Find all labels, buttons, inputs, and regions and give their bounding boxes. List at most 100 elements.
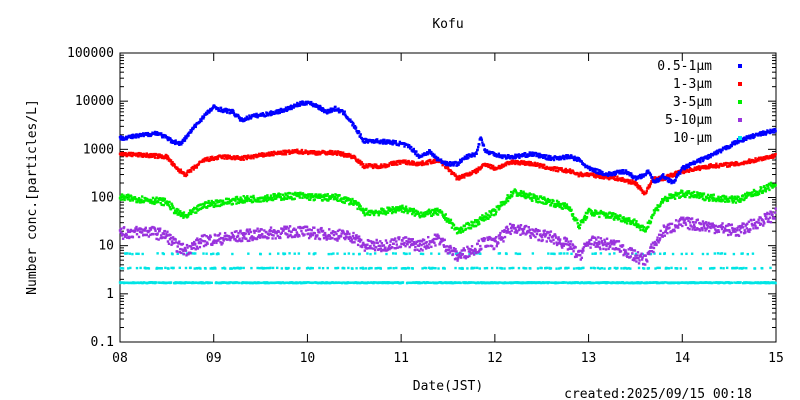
data-point bbox=[723, 227, 727, 230]
data-point bbox=[713, 225, 716, 229]
data-point bbox=[610, 242, 613, 246]
data-point bbox=[720, 200, 723, 203]
data-point bbox=[178, 266, 181, 270]
data-point bbox=[297, 252, 301, 255]
data-point bbox=[532, 234, 536, 237]
data-point bbox=[122, 226, 126, 229]
data-point bbox=[121, 232, 124, 236]
data-point bbox=[159, 155, 162, 159]
data-point bbox=[140, 195, 144, 198]
data-point bbox=[240, 232, 243, 235]
data-point bbox=[569, 171, 573, 175]
data-point bbox=[178, 251, 181, 254]
data-point bbox=[521, 160, 524, 164]
data-point bbox=[135, 225, 138, 229]
data-point bbox=[505, 225, 509, 229]
data-point bbox=[654, 208, 658, 211]
data-point bbox=[696, 192, 699, 195]
data-point bbox=[477, 281, 480, 285]
data-point bbox=[613, 252, 616, 255]
data-point bbox=[135, 154, 138, 157]
data-point bbox=[490, 167, 493, 170]
data-point bbox=[131, 154, 134, 158]
data-point bbox=[363, 214, 367, 217]
data-point bbox=[452, 172, 456, 175]
data-point bbox=[499, 231, 502, 235]
data-point bbox=[345, 232, 348, 236]
data-point bbox=[634, 183, 638, 187]
data-point bbox=[387, 267, 390, 270]
data-point bbox=[658, 238, 661, 242]
data-point bbox=[545, 266, 548, 270]
data-point bbox=[337, 151, 341, 154]
data-point bbox=[149, 233, 152, 237]
data-point bbox=[177, 168, 180, 171]
data-point bbox=[362, 209, 365, 212]
data-point bbox=[741, 194, 745, 197]
data-point bbox=[230, 267, 234, 270]
data-point bbox=[774, 183, 777, 187]
data-point bbox=[360, 238, 363, 242]
data-point bbox=[583, 216, 586, 219]
data-point bbox=[194, 252, 197, 255]
data-point bbox=[228, 201, 231, 205]
data-point bbox=[357, 205, 361, 208]
data-point bbox=[409, 238, 412, 241]
data-point bbox=[295, 231, 298, 234]
data-point bbox=[313, 198, 317, 201]
data-point bbox=[642, 226, 646, 229]
data-point bbox=[663, 252, 667, 255]
data-point bbox=[351, 234, 355, 238]
data-point bbox=[358, 203, 361, 206]
data-point bbox=[390, 208, 393, 212]
data-point bbox=[459, 231, 462, 234]
data-point bbox=[636, 251, 640, 254]
data-point bbox=[626, 217, 629, 220]
data-point bbox=[493, 213, 496, 217]
data-point bbox=[567, 266, 570, 270]
data-point bbox=[329, 236, 333, 239]
data-point bbox=[495, 244, 498, 248]
data-point bbox=[627, 267, 630, 270]
data-point bbox=[543, 197, 546, 200]
data-point bbox=[642, 263, 645, 266]
data-point bbox=[468, 254, 471, 258]
data-point bbox=[531, 199, 534, 202]
data-point bbox=[159, 201, 162, 205]
data-point bbox=[246, 228, 249, 231]
data-point bbox=[272, 195, 276, 198]
data-point bbox=[335, 232, 338, 236]
data-point bbox=[156, 227, 160, 231]
data-point bbox=[619, 250, 623, 253]
data-point bbox=[699, 267, 703, 270]
data-point bbox=[695, 196, 698, 199]
data-point bbox=[640, 258, 644, 261]
data-point bbox=[569, 245, 572, 249]
series-1 bbox=[118, 148, 777, 196]
data-point bbox=[621, 176, 624, 180]
data-point bbox=[292, 281, 295, 285]
data-point bbox=[295, 233, 298, 237]
data-point bbox=[742, 222, 745, 225]
data-point bbox=[713, 266, 716, 270]
data-point bbox=[230, 155, 233, 159]
data-point bbox=[499, 201, 503, 204]
data-point bbox=[155, 237, 158, 241]
data-point bbox=[647, 187, 650, 190]
data-point bbox=[478, 267, 481, 270]
data-point bbox=[665, 228, 668, 231]
data-point bbox=[152, 232, 155, 236]
series-2 bbox=[118, 181, 777, 235]
data-point bbox=[541, 239, 544, 242]
data-point bbox=[615, 177, 619, 181]
data-point bbox=[188, 281, 191, 284]
data-point bbox=[454, 173, 457, 176]
data-point bbox=[424, 162, 427, 166]
data-point bbox=[590, 242, 593, 246]
data-point bbox=[744, 192, 747, 196]
data-point bbox=[432, 266, 435, 270]
data-point bbox=[407, 281, 410, 284]
data-point bbox=[284, 153, 288, 156]
data-point bbox=[242, 266, 245, 270]
data-point bbox=[689, 193, 693, 196]
